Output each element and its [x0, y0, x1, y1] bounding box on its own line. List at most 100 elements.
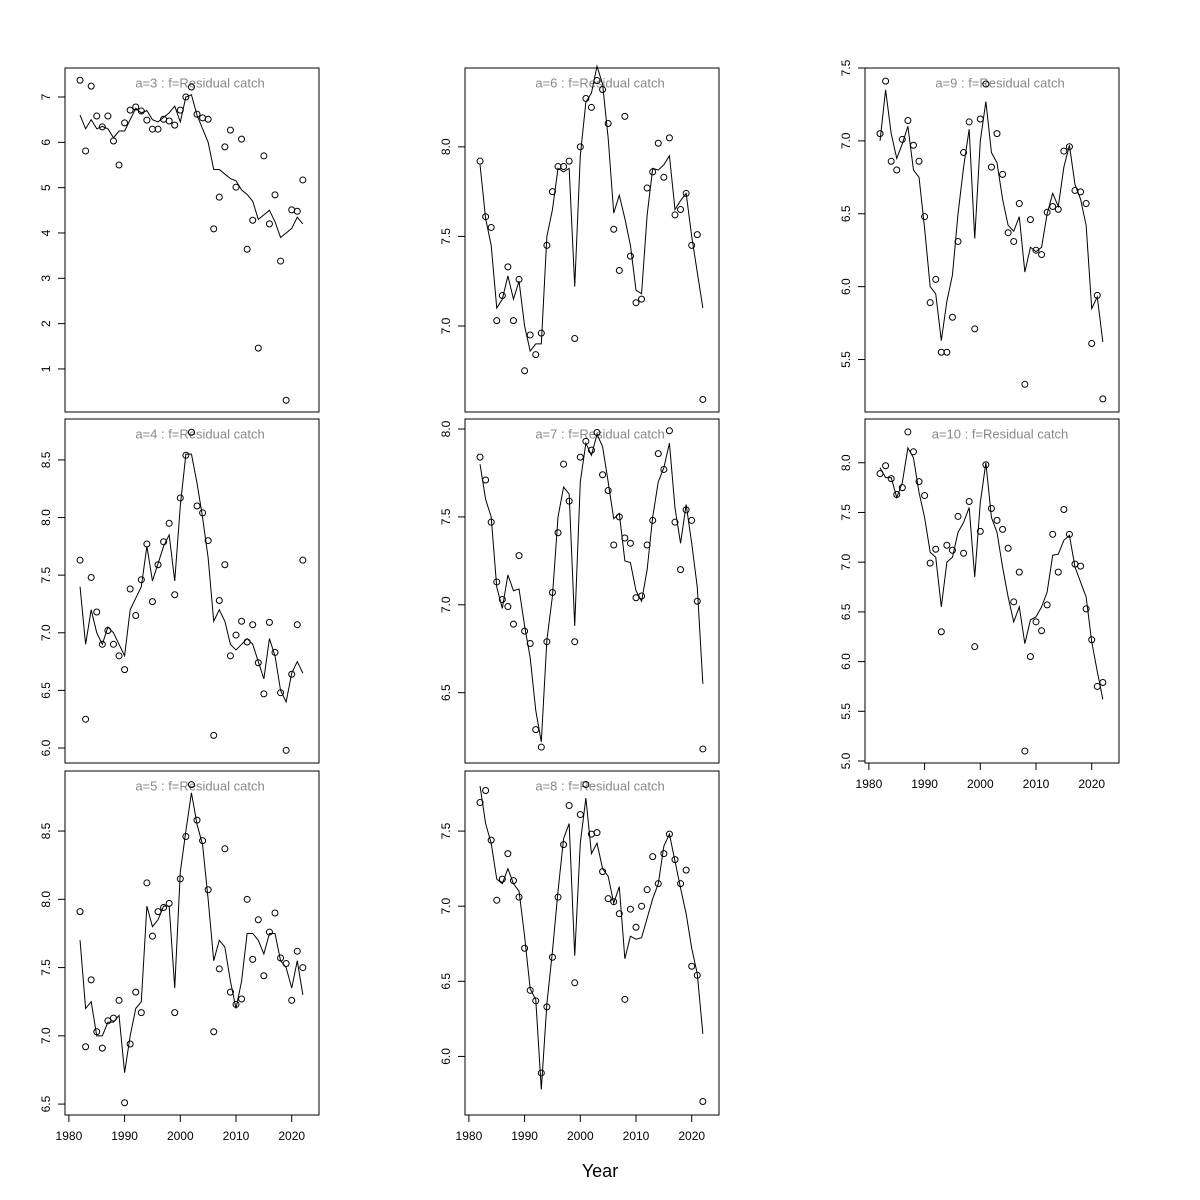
data-point	[98, 640, 106, 648]
data-point	[999, 525, 1007, 533]
data-point	[238, 995, 246, 1003]
data-point	[677, 566, 685, 574]
data-point	[265, 220, 273, 228]
data-point	[243, 245, 251, 253]
data-point	[688, 241, 696, 249]
x-tick-label: 2000	[967, 777, 994, 791]
data-point	[260, 690, 268, 698]
x-tick-label: 1980	[456, 1129, 483, 1143]
plot-frame	[464, 67, 720, 413]
y-tick-label: 1	[39, 365, 53, 372]
data-point	[1060, 147, 1068, 155]
data-point	[143, 116, 151, 124]
data-point	[98, 1044, 106, 1052]
data-point	[615, 910, 623, 918]
data-point	[943, 348, 951, 356]
data-point	[638, 902, 646, 910]
data-point	[493, 317, 501, 325]
data-point	[576, 453, 584, 461]
data-point	[693, 597, 701, 605]
data-point	[1010, 598, 1018, 606]
y-tick-label: 7.5	[839, 59, 853, 76]
y-tick-label: 7.5	[39, 959, 53, 976]
y-tick-label: 8.5	[39, 822, 53, 839]
data-point	[593, 829, 601, 837]
data-point	[576, 811, 584, 819]
data-point	[187, 781, 195, 789]
data-point	[1026, 216, 1034, 224]
y-tick-label: 7.0	[39, 624, 53, 641]
data-point	[143, 879, 151, 887]
data-point	[565, 157, 573, 165]
data-point	[948, 313, 956, 321]
data-point	[476, 157, 484, 165]
y-tick-label: 7.0	[839, 554, 853, 571]
data-point	[299, 964, 307, 972]
fitted-line	[79, 792, 304, 1073]
data-point	[104, 112, 112, 120]
data-point	[226, 126, 234, 134]
data-point	[160, 538, 168, 546]
data-point	[976, 527, 984, 535]
y-tick-label: 6.5	[839, 205, 853, 222]
data-point	[921, 213, 929, 221]
data-point	[76, 556, 84, 564]
y-tick-label: 7.5	[439, 822, 453, 839]
data-point	[621, 995, 629, 1003]
data-point	[532, 351, 540, 359]
data-point	[604, 895, 612, 903]
data-point	[688, 962, 696, 970]
y-tick-label: 6.5	[839, 603, 853, 620]
data-point	[665, 427, 673, 435]
data-point	[982, 461, 990, 469]
data-point	[554, 529, 562, 537]
data-point	[282, 396, 290, 404]
data-point	[171, 591, 179, 599]
data-point	[954, 512, 962, 520]
data-point	[604, 487, 612, 495]
data-point	[288, 996, 296, 1004]
data-point	[1004, 544, 1012, 552]
data-point	[126, 1040, 134, 1048]
data-point	[615, 266, 623, 274]
data-point	[626, 539, 634, 547]
data-point	[132, 611, 140, 619]
data-point	[132, 988, 140, 996]
data-point	[571, 638, 579, 646]
y-tick-label: 7.5	[439, 228, 453, 245]
data-point	[521, 367, 529, 375]
y-tick-label: 7.5	[39, 566, 53, 583]
y-tick-label: 6.0	[439, 1048, 453, 1065]
data-point	[232, 631, 240, 639]
data-point	[260, 152, 268, 160]
data-point	[493, 896, 501, 904]
data-point	[154, 125, 162, 133]
data-point	[504, 850, 512, 858]
data-point	[677, 206, 685, 214]
panel-title: a=3 : f=Residual catch	[135, 75, 264, 90]
data-point	[93, 608, 101, 616]
data-point	[498, 596, 506, 604]
data-point	[621, 112, 629, 120]
data-point	[1049, 202, 1057, 210]
y-tick-label: 5.5	[839, 351, 853, 368]
y-tick-label: 7	[39, 93, 53, 100]
data-point	[521, 944, 529, 952]
data-point	[288, 670, 296, 678]
data-point	[1054, 568, 1062, 576]
data-point	[193, 502, 201, 510]
data-point	[882, 462, 890, 470]
data-point	[271, 191, 279, 199]
data-point	[210, 1028, 218, 1036]
fitted-line	[479, 432, 704, 742]
data-point	[137, 576, 145, 584]
data-point	[587, 446, 595, 454]
x-tick-label: 2010	[1023, 777, 1050, 791]
data-point	[215, 193, 223, 201]
panel-title: a=6 : f=Residual catch	[535, 75, 664, 90]
data-point	[915, 157, 923, 165]
panel-title: a=8 : f=Residual catch	[535, 778, 664, 793]
data-point	[293, 207, 301, 215]
data-point	[76, 76, 84, 84]
